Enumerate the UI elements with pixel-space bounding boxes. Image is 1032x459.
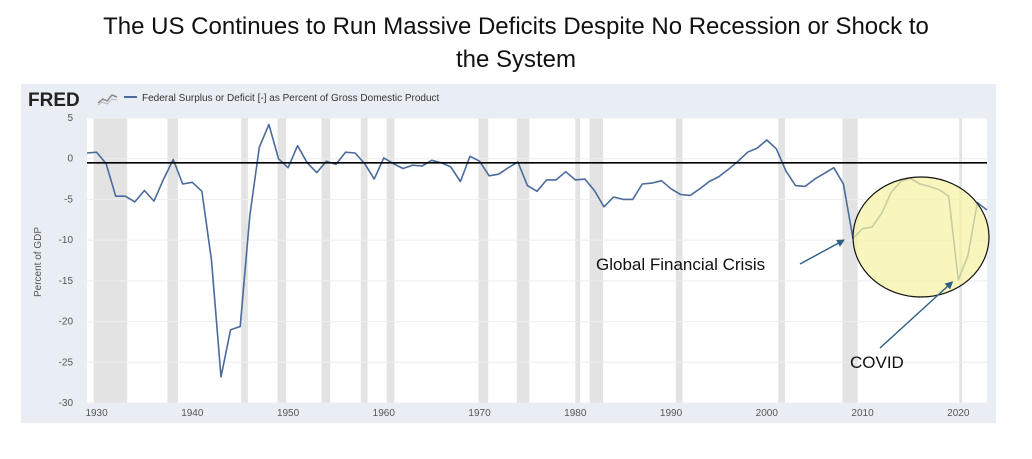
y-tick-label: -25 — [59, 357, 74, 368]
series-line — [86, 123, 988, 378]
covid-highlight-ellipse — [852, 176, 990, 298]
x-tick-label: 1990 — [660, 408, 683, 419]
recession-band — [93, 118, 128, 403]
y-tick-label: -5 — [64, 194, 73, 205]
y-tick-label: 0 — [67, 154, 73, 165]
annotation-covid-arrow — [879, 281, 954, 349]
recession-band — [386, 118, 395, 403]
recession-band — [516, 118, 530, 403]
y-tick-label: -30 — [59, 398, 74, 409]
x-tick-label: 1970 — [468, 408, 491, 419]
y-axis-title: Percent of GDP — [33, 227, 44, 297]
x-tick-label: 1980 — [564, 408, 587, 419]
series-group — [86, 123, 988, 378]
y-tick-label: -20 — [59, 317, 74, 328]
page-title-line-2: the System — [455, 46, 577, 73]
annotation-gfc-arrow — [799, 239, 846, 265]
annotation-gfc-label: Global Financial Crisis — [596, 255, 765, 274]
page-title: The US Continues to Run Massive Deficits… — [0, 10, 1032, 76]
recession-band — [842, 118, 858, 403]
annotation-covid-label: COVID — [850, 353, 904, 372]
y-tick-label: -10 — [59, 235, 74, 246]
x-tick-labels: 1930 1940 1950 1960 1970 1980 1990 2000 2010 2020 — [85, 408, 969, 419]
annotations: Global Financial Crisis COVID — [596, 239, 954, 372]
recession-band — [360, 118, 368, 403]
fred-logo: FRED — [28, 90, 80, 111]
recession-band — [241, 118, 248, 403]
recession-band — [478, 118, 489, 403]
x-tick-label: 1930 — [85, 408, 108, 419]
recession-band — [277, 118, 287, 403]
recession-band — [167, 118, 178, 403]
recession-band — [321, 118, 331, 403]
y-tick-labels: 5 0 -5 -10 -15 -20 -25 -30 — [59, 113, 74, 409]
x-tick-label: 1940 — [181, 408, 204, 419]
y-tick-label: -15 — [59, 276, 74, 287]
recession-band — [675, 118, 683, 403]
x-tick-label: 2010 — [851, 408, 874, 419]
x-tick-label: 2000 — [756, 408, 779, 419]
x-tick-label: 1950 — [277, 408, 300, 419]
x-tick-label: 2020 — [947, 408, 970, 419]
recession-band — [778, 118, 785, 403]
plot-area — [87, 118, 987, 403]
y-tick-label: 5 — [67, 113, 73, 124]
page-title-line-1: The US Continues to Run Massive Deficits… — [103, 13, 929, 40]
legend-label: Federal Surplus or Deficit [-] as Percen… — [142, 93, 440, 104]
x-tick-label: 1960 — [373, 408, 396, 419]
recession-band — [575, 118, 581, 403]
line-chart-icon — [97, 94, 118, 106]
